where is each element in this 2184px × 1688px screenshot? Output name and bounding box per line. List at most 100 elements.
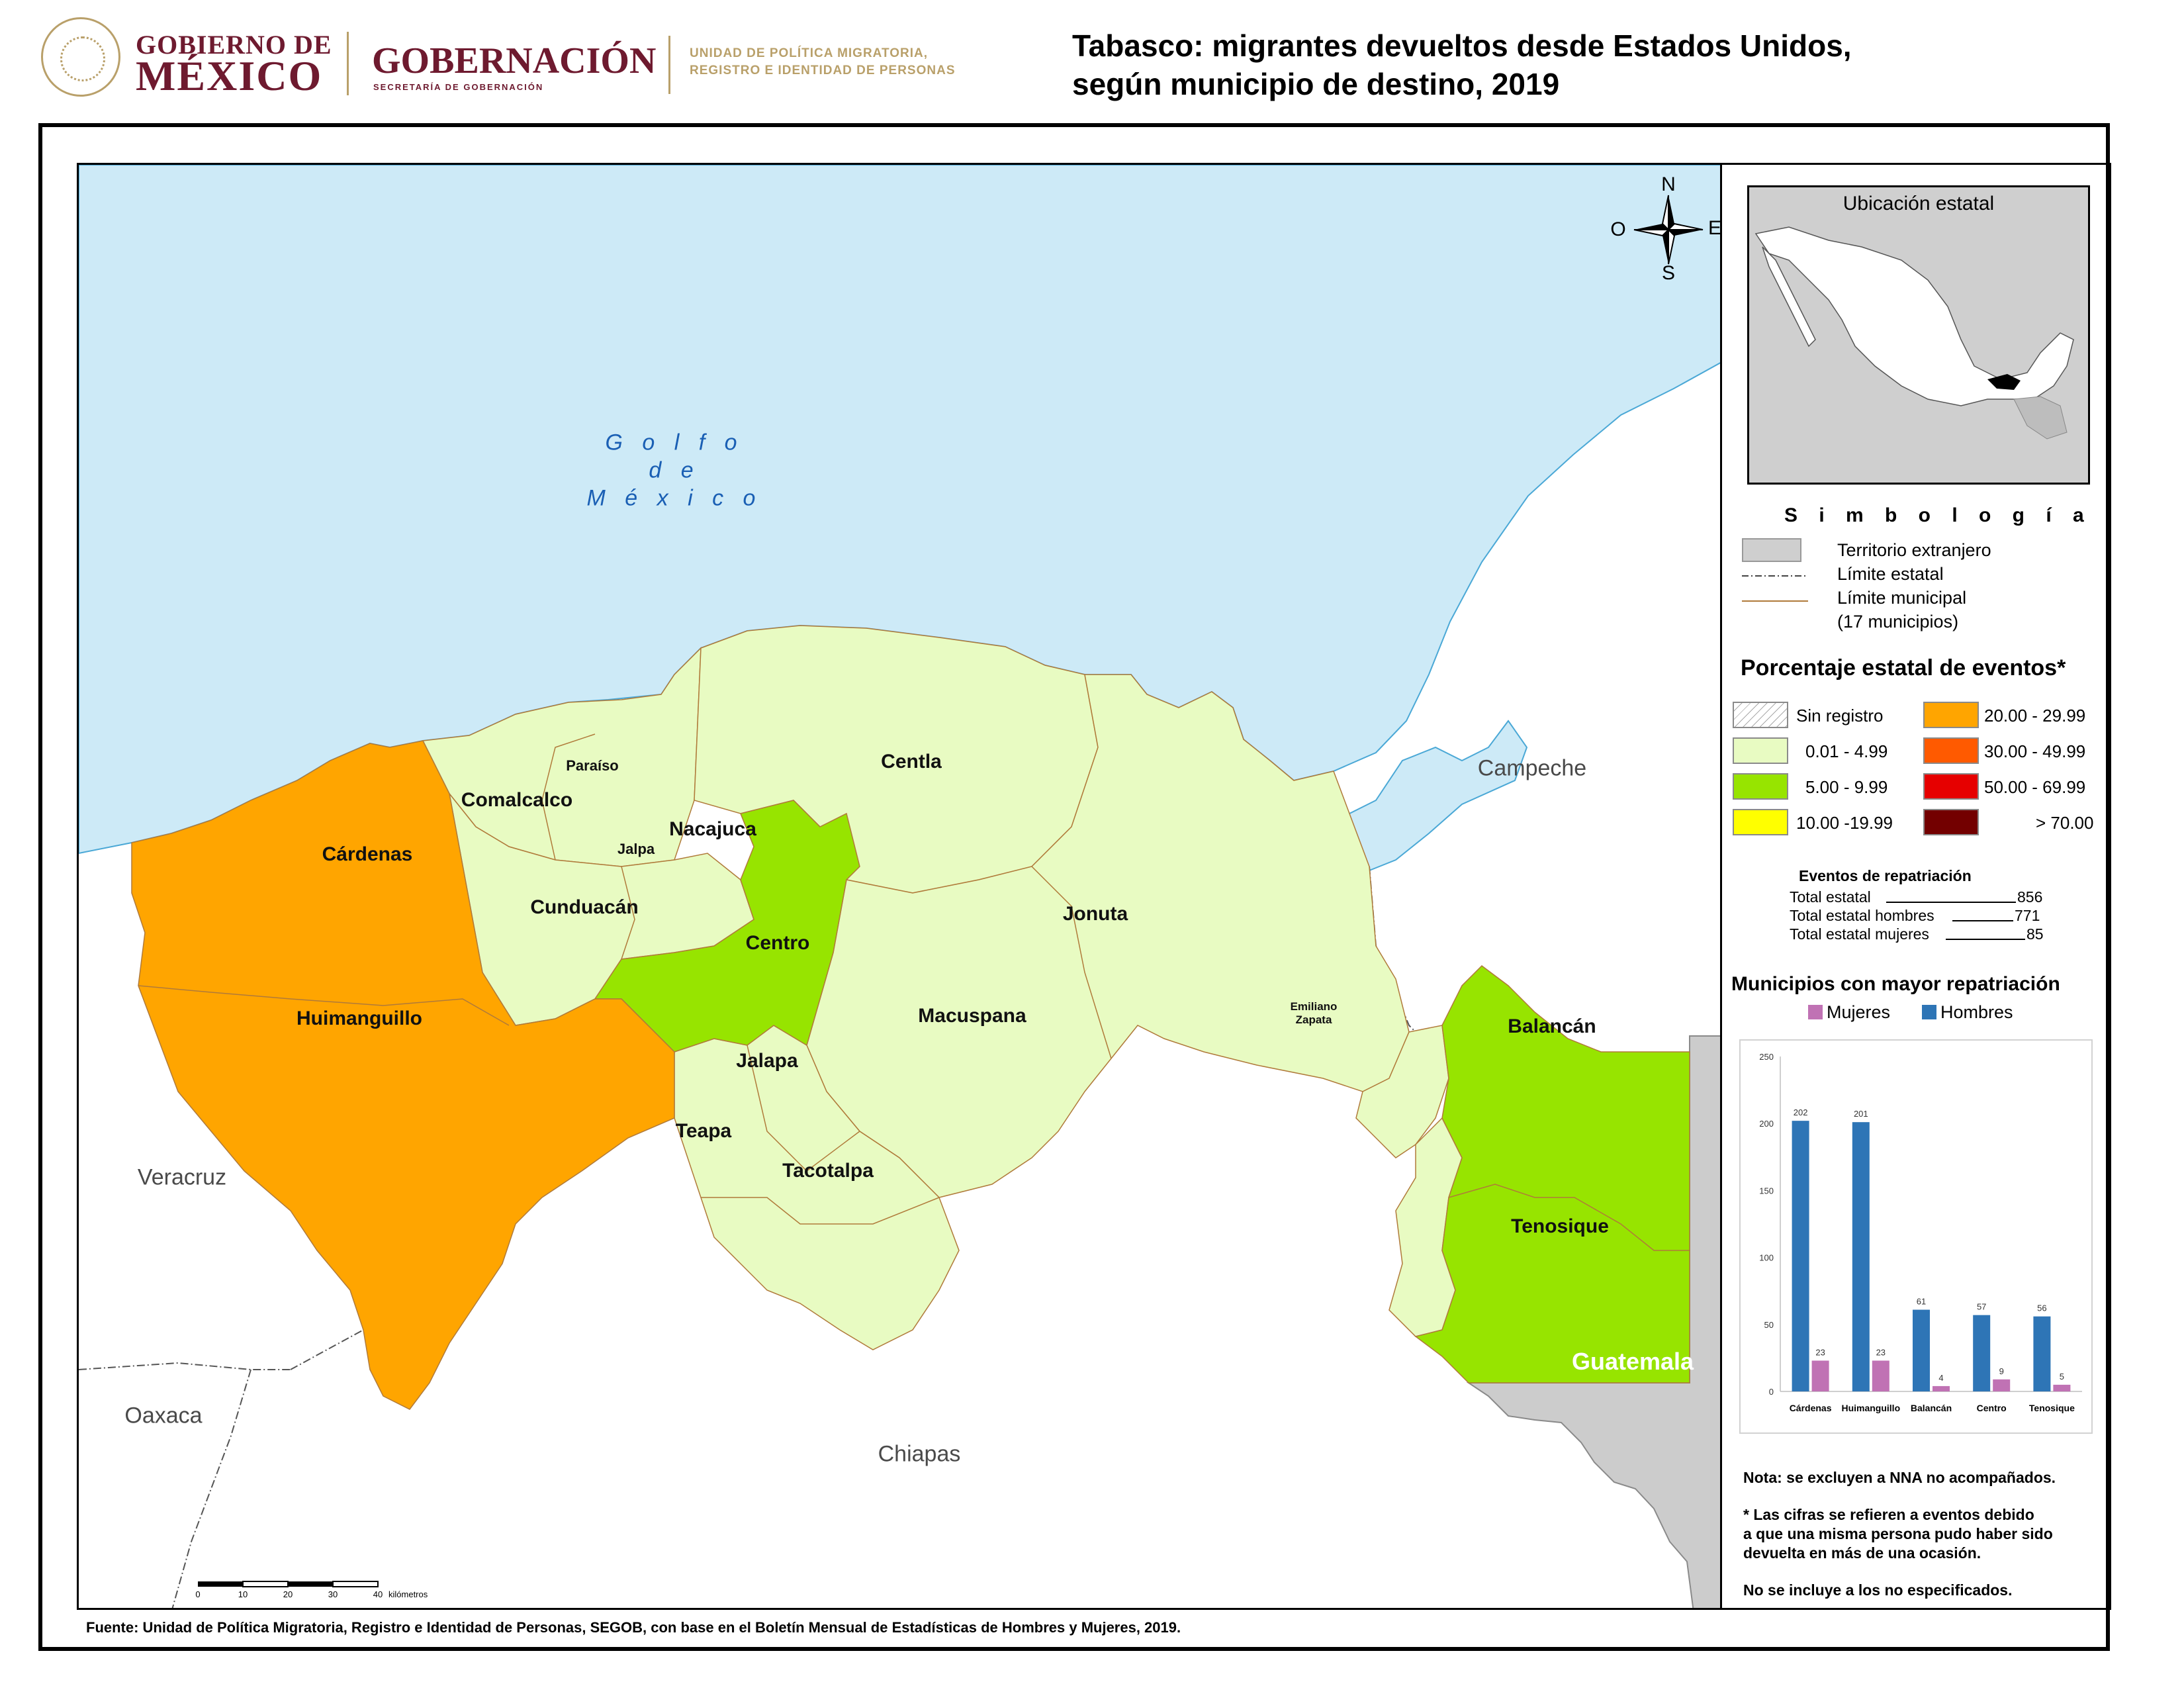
- pct-swatch: [1923, 737, 1979, 764]
- muni-cardenas-huimanguillo: [131, 740, 675, 1410]
- muni-line-macuspana: [1031, 866, 1112, 1059]
- x-tick-label: Cárdenas: [1790, 1403, 1832, 1413]
- muni-label: Comalcalco: [461, 789, 573, 811]
- gobierno-logo-line1: GOBIERNO DE: [136, 30, 332, 60]
- legend-muni-line: [1742, 600, 1808, 602]
- legend-muni-label: Límite municipal: [1837, 588, 1967, 608]
- muni-line-jalpa: [621, 866, 635, 960]
- legend-mujeres-swatch: [1808, 1005, 1823, 1019]
- legend-mujeres-label: Mujeres: [1827, 1002, 1891, 1022]
- pct-label: 5.00 - 9.99: [1805, 777, 1888, 797]
- y-tick-label: 100: [1759, 1253, 1774, 1263]
- eventos-leader-line: [1946, 939, 2025, 940]
- muni-label: Teapa: [675, 1120, 732, 1142]
- muni-line-comalcalco: [541, 733, 596, 861]
- inset-canvas: [1749, 187, 2088, 483]
- muni-label: Nacajuca: [669, 818, 756, 840]
- gulf-label-line1: G o l f o: [605, 430, 744, 455]
- muni-emiliano-zapata: [1355, 1025, 1449, 1158]
- scale-tick: 10: [238, 1589, 248, 1599]
- muni-line-cardenas-huimanguillo: [138, 985, 510, 1026]
- muni-label: Centla: [881, 751, 942, 773]
- scale-tick: 30: [328, 1589, 338, 1599]
- eventos-title: Eventos de repatriación: [1799, 867, 1972, 884]
- bar-mujeres: [1993, 1379, 2011, 1391]
- x-tick-label: Huimanguillo: [1841, 1403, 1900, 1413]
- gobernacion-logo: GOBERNACIÓN: [372, 40, 657, 81]
- map-title-line2: según municipio de destino, 2019: [1072, 67, 1560, 101]
- pct-swatch: [1733, 809, 1788, 835]
- muni-label: Jalapa: [736, 1050, 798, 1072]
- pct-label: 50.00 - 69.99: [1984, 777, 2086, 797]
- simbologia-title: S i m b o l o g í a: [1784, 504, 2092, 526]
- inset-mexico-shape: [1754, 226, 2074, 406]
- y-tick-label: 250: [1759, 1052, 1774, 1062]
- muni-label: Huimanguillo: [296, 1008, 422, 1029]
- outer-frame: [38, 123, 2110, 1651]
- muni-label: Jalpa: [617, 841, 655, 857]
- gobernacion-subtitle: SECRETARÍA DE GOBERNACIÓN: [373, 82, 544, 92]
- legend-hombres-swatch: [1922, 1005, 1936, 1019]
- note-cifras-line1: * Las cifras se refieren a eventos debid…: [1743, 1506, 2034, 1523]
- scale-tick: 0: [195, 1589, 201, 1599]
- legend-muni-count: (17 municipios): [1837, 612, 1959, 632]
- state-boundary-oaxaca-chiapas: [171, 1369, 251, 1608]
- eventos-leader-line: [1952, 920, 2013, 921]
- bar-value-label: 57: [1977, 1302, 1986, 1312]
- bar-value-label: 5: [2060, 1372, 2064, 1382]
- pct-swatch-sin-registro: [1733, 702, 1788, 728]
- muni-line-jalapa: [747, 1045, 860, 1172]
- header-divider: [347, 32, 349, 95]
- pct-swatch: [1923, 773, 1979, 800]
- y-tick-label: 50: [1764, 1320, 1774, 1330]
- bar-value-label: 4: [1938, 1373, 1943, 1383]
- bar-hombres: [1792, 1121, 1809, 1391]
- x-tick-label: Centro: [1977, 1403, 2007, 1413]
- muni-label-emiliano-zapata: Emiliano Zapata: [1291, 1000, 1338, 1027]
- eventos-row-value: 85: [2026, 925, 2044, 943]
- muni-label: Cunduacán: [530, 896, 639, 918]
- legend-state-label: Límite estatal: [1837, 564, 1944, 584]
- compass-e: E: [1707, 217, 1722, 239]
- bar-value-label: 23: [1815, 1347, 1825, 1357]
- pct-label: 0.01 - 4.99: [1805, 741, 1888, 761]
- note-no-especificados: No se incluye a los no especificados.: [1743, 1581, 2013, 1599]
- muni-label: Centro: [745, 932, 810, 954]
- bar-mujeres: [1933, 1385, 1950, 1391]
- state-label-veracruz: Veracruz: [137, 1164, 227, 1190]
- bar-value-label: 23: [1876, 1347, 1886, 1357]
- pct-label: > 70.00: [2036, 813, 2094, 833]
- scale-tick: 20: [283, 1589, 293, 1599]
- muni-line-tacotalpa: [701, 1197, 940, 1225]
- bar-mujeres: [2053, 1384, 2071, 1391]
- legend-state-line: [1742, 575, 1808, 577]
- eventos-row-label: Total estatal mujeres: [1790, 925, 1929, 943]
- pct-swatch: [1733, 773, 1788, 800]
- percentage-legend-title: Porcentaje estatal de eventos*: [1741, 655, 2066, 680]
- source-note: Fuente: Unidad de Política Migratoria, R…: [86, 1619, 1181, 1636]
- x-tick-label: Balancán: [1911, 1403, 1952, 1413]
- unidad-logo-line1: UNIDAD DE POLÍTICA MIGRATORIA,: [690, 46, 929, 60]
- pct-label: 30.00 - 49.99: [1984, 741, 2086, 761]
- inset-guatemala: [2013, 396, 2068, 440]
- bar-value-label: 201: [1854, 1109, 1868, 1119]
- state-boundary-veracruz-oaxaca: [79, 1362, 291, 1370]
- gulf-label-line3: M é x i c o: [586, 485, 762, 511]
- legend-foreign-label: Territorio extranjero: [1837, 540, 1991, 560]
- muni-label: Paraíso: [566, 757, 619, 774]
- mexico-coat-of-arms-logo: [41, 17, 120, 97]
- compass-o: O: [1610, 218, 1626, 240]
- muni-label: Tacotalpa: [782, 1160, 874, 1182]
- pct-label: 10.00 -19.99: [1796, 813, 1893, 833]
- country-label-guatemala: Guatemala: [1571, 1348, 1694, 1375]
- legend-panel: [1722, 163, 2111, 1610]
- pct-label: Sin registro: [1796, 706, 1884, 726]
- muni-label: Jonuta: [1062, 903, 1128, 925]
- x-tick-label: Tenosique: [2029, 1403, 2075, 1413]
- scale-bar: [198, 1581, 379, 1587]
- bar-mujeres: [1811, 1360, 1829, 1391]
- unidad-logo-line2: REGISTRO E IDENTIDAD DE PERSONAS: [690, 64, 956, 77]
- eventos-row-value: 771: [2015, 907, 2040, 924]
- bar-value-label: 61: [1917, 1297, 1926, 1307]
- compass-n: N: [1661, 173, 1676, 195]
